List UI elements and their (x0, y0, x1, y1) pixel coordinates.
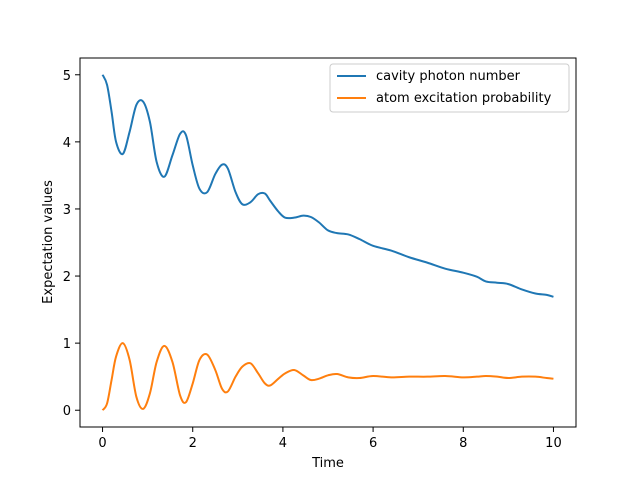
legend-box (329, 63, 570, 113)
x-tick-label: 10 (545, 436, 562, 451)
x-axis: 0 2 4 6 8 10 (98, 427, 562, 451)
x-axis-label: Time (311, 456, 344, 471)
legend: cavity photon number atom excitation pro… (329, 63, 570, 113)
y-tick-label: 3 (63, 203, 71, 218)
y-tick-label: 2 (63, 270, 71, 285)
plot-frame (79, 57, 577, 428)
series-line-cavity-photon-number (101, 74, 554, 298)
y-tick-label: 1 (63, 337, 71, 352)
plot-area (80, 58, 576, 427)
x-tick-label: 0 (98, 436, 106, 451)
x-tick-label: 8 (459, 436, 467, 451)
y-tick-label: 5 (63, 69, 71, 84)
x-tick-label: 2 (189, 436, 197, 451)
y-axis-label: Expectation values (41, 180, 56, 304)
x-tick-label: 6 (369, 436, 377, 451)
x-tick-label: 4 (279, 436, 287, 451)
legend-label-cavity-photon-number: cavity photon number (376, 69, 521, 84)
y-tick-label: 0 (63, 404, 71, 419)
series-layer (101, 74, 554, 411)
y-axis: 0 1 2 3 4 5 (63, 69, 80, 419)
y-tick-label: 4 (63, 136, 71, 151)
legend-label-atom-excitation-probability: atom excitation probability (376, 91, 552, 106)
series-line-atom-excitation-probability (101, 342, 554, 411)
